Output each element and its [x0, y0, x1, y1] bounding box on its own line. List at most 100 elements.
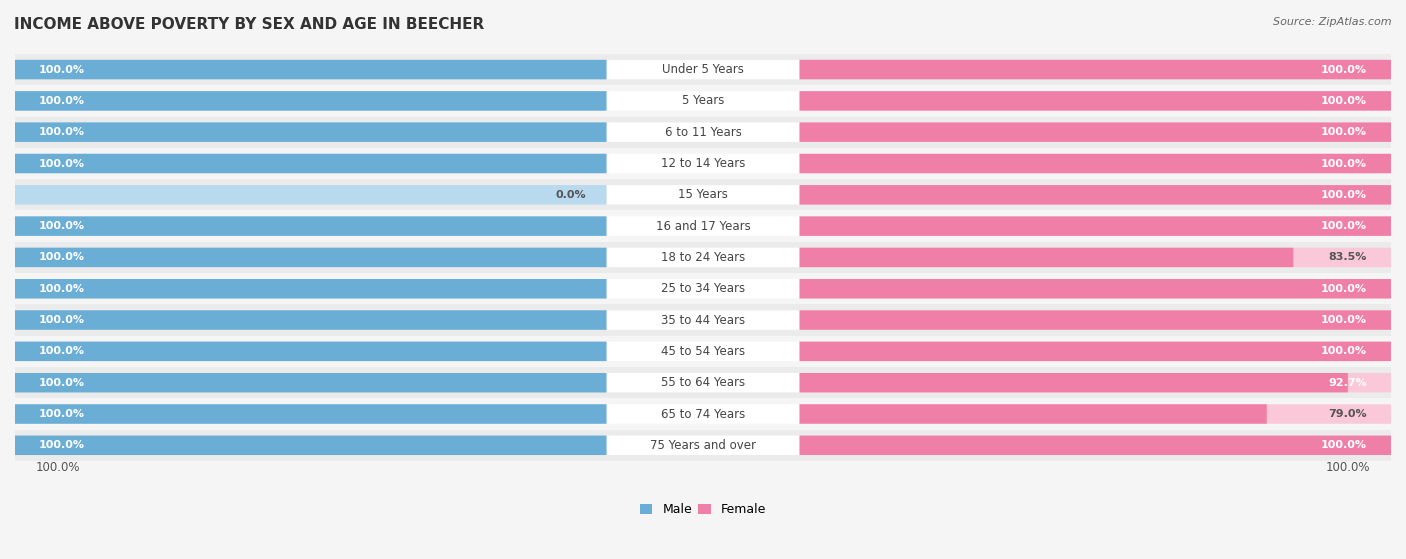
- Text: 100.0%: 100.0%: [39, 127, 86, 137]
- FancyBboxPatch shape: [15, 367, 1391, 399]
- Text: 100.0%: 100.0%: [1320, 347, 1367, 357]
- Text: 6 to 11 Years: 6 to 11 Years: [665, 126, 741, 139]
- FancyBboxPatch shape: [15, 154, 606, 173]
- FancyBboxPatch shape: [800, 216, 1391, 236]
- Text: 100.0%: 100.0%: [39, 221, 86, 231]
- FancyBboxPatch shape: [15, 336, 1391, 367]
- FancyBboxPatch shape: [800, 435, 1391, 455]
- Text: 100.0%: 100.0%: [39, 284, 86, 294]
- Text: 100.0%: 100.0%: [39, 347, 86, 357]
- FancyBboxPatch shape: [15, 342, 606, 361]
- Text: 35 to 44 Years: 35 to 44 Years: [661, 314, 745, 326]
- FancyBboxPatch shape: [15, 435, 606, 455]
- Text: 100.0%: 100.0%: [39, 96, 86, 106]
- Text: 0.0%: 0.0%: [555, 190, 586, 200]
- FancyBboxPatch shape: [606, 310, 800, 330]
- Text: 100.0%: 100.0%: [1320, 284, 1367, 294]
- FancyBboxPatch shape: [606, 404, 800, 424]
- Text: 100.0%: 100.0%: [1320, 440, 1367, 451]
- FancyBboxPatch shape: [606, 279, 800, 299]
- FancyBboxPatch shape: [15, 154, 606, 173]
- FancyBboxPatch shape: [15, 216, 606, 236]
- Text: 100.0%: 100.0%: [39, 65, 86, 74]
- Text: 100.0%: 100.0%: [1326, 461, 1371, 475]
- FancyBboxPatch shape: [15, 342, 606, 361]
- FancyBboxPatch shape: [800, 248, 1391, 267]
- Text: 15 Years: 15 Years: [678, 188, 728, 201]
- FancyBboxPatch shape: [606, 342, 800, 361]
- FancyBboxPatch shape: [15, 310, 606, 330]
- FancyBboxPatch shape: [15, 216, 606, 236]
- FancyBboxPatch shape: [15, 435, 606, 455]
- FancyBboxPatch shape: [800, 279, 1391, 299]
- FancyBboxPatch shape: [15, 242, 1391, 273]
- Text: 100.0%: 100.0%: [1320, 159, 1367, 168]
- FancyBboxPatch shape: [15, 122, 606, 142]
- Text: 100.0%: 100.0%: [39, 409, 86, 419]
- Text: 100.0%: 100.0%: [1320, 96, 1367, 106]
- FancyBboxPatch shape: [606, 185, 800, 205]
- FancyBboxPatch shape: [800, 248, 1294, 267]
- FancyBboxPatch shape: [800, 60, 1391, 79]
- Text: 92.7%: 92.7%: [1329, 378, 1367, 388]
- FancyBboxPatch shape: [15, 430, 1391, 461]
- Text: 83.5%: 83.5%: [1329, 253, 1367, 262]
- Text: 100.0%: 100.0%: [1320, 127, 1367, 137]
- FancyBboxPatch shape: [15, 373, 606, 392]
- Text: 65 to 74 Years: 65 to 74 Years: [661, 408, 745, 420]
- FancyBboxPatch shape: [606, 216, 800, 236]
- Text: 12 to 14 Years: 12 to 14 Years: [661, 157, 745, 170]
- Text: 45 to 54 Years: 45 to 54 Years: [661, 345, 745, 358]
- FancyBboxPatch shape: [15, 185, 606, 205]
- FancyBboxPatch shape: [15, 91, 606, 111]
- Text: 75 Years and over: 75 Years and over: [650, 439, 756, 452]
- FancyBboxPatch shape: [800, 216, 1391, 236]
- FancyBboxPatch shape: [15, 148, 1391, 179]
- FancyBboxPatch shape: [800, 122, 1391, 142]
- Text: 55 to 64 Years: 55 to 64 Years: [661, 376, 745, 389]
- Text: 100.0%: 100.0%: [39, 253, 86, 262]
- FancyBboxPatch shape: [800, 122, 1391, 142]
- FancyBboxPatch shape: [606, 373, 800, 392]
- FancyBboxPatch shape: [15, 211, 1391, 242]
- FancyBboxPatch shape: [800, 404, 1391, 424]
- Text: 25 to 34 Years: 25 to 34 Years: [661, 282, 745, 295]
- Text: INCOME ABOVE POVERTY BY SEX AND AGE IN BEECHER: INCOME ABOVE POVERTY BY SEX AND AGE IN B…: [14, 17, 484, 32]
- FancyBboxPatch shape: [800, 435, 1391, 455]
- Text: Source: ZipAtlas.com: Source: ZipAtlas.com: [1274, 17, 1392, 27]
- FancyBboxPatch shape: [606, 60, 800, 79]
- FancyBboxPatch shape: [800, 91, 1391, 111]
- Text: 16 and 17 Years: 16 and 17 Years: [655, 220, 751, 233]
- Text: 5 Years: 5 Years: [682, 94, 724, 107]
- Text: 100.0%: 100.0%: [35, 461, 80, 475]
- FancyBboxPatch shape: [800, 404, 1267, 424]
- FancyBboxPatch shape: [800, 310, 1391, 330]
- FancyBboxPatch shape: [15, 279, 606, 299]
- FancyBboxPatch shape: [15, 305, 1391, 336]
- FancyBboxPatch shape: [800, 279, 1391, 299]
- FancyBboxPatch shape: [606, 248, 800, 267]
- FancyBboxPatch shape: [15, 116, 1391, 148]
- FancyBboxPatch shape: [15, 399, 1391, 430]
- FancyBboxPatch shape: [15, 248, 606, 267]
- Text: 100.0%: 100.0%: [1320, 190, 1367, 200]
- FancyBboxPatch shape: [800, 373, 1348, 392]
- FancyBboxPatch shape: [800, 91, 1391, 111]
- FancyBboxPatch shape: [15, 279, 606, 299]
- Text: 100.0%: 100.0%: [39, 440, 86, 451]
- FancyBboxPatch shape: [15, 404, 606, 424]
- Text: 100.0%: 100.0%: [1320, 221, 1367, 231]
- FancyBboxPatch shape: [800, 185, 1391, 205]
- Text: Under 5 Years: Under 5 Years: [662, 63, 744, 76]
- Text: 100.0%: 100.0%: [39, 315, 86, 325]
- FancyBboxPatch shape: [15, 60, 606, 79]
- FancyBboxPatch shape: [800, 154, 1391, 173]
- Text: 18 to 24 Years: 18 to 24 Years: [661, 251, 745, 264]
- FancyBboxPatch shape: [606, 154, 800, 173]
- FancyBboxPatch shape: [15, 373, 606, 392]
- FancyBboxPatch shape: [800, 373, 1391, 392]
- FancyBboxPatch shape: [606, 91, 800, 111]
- FancyBboxPatch shape: [15, 122, 606, 142]
- FancyBboxPatch shape: [15, 310, 606, 330]
- FancyBboxPatch shape: [800, 154, 1391, 173]
